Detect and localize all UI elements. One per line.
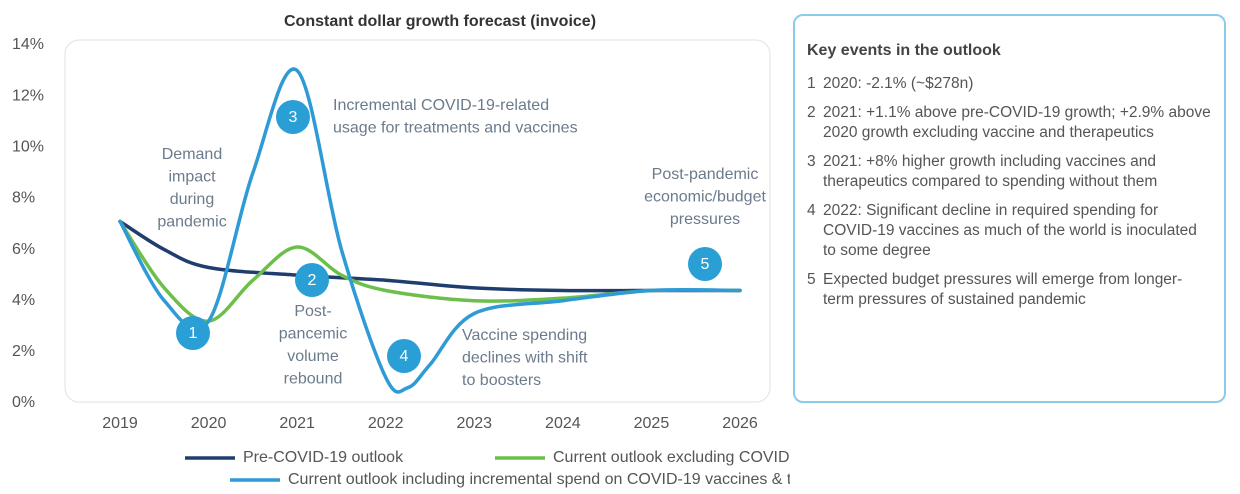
annotation-text: Incremental COVID-19-related	[333, 97, 549, 114]
y-tick-label: 12%	[12, 87, 44, 104]
panel-item-number: 1	[807, 75, 816, 92]
x-tick-label: 2026	[722, 415, 758, 432]
annotation-badge	[387, 339, 421, 373]
panel-item-number: 3	[807, 153, 816, 170]
y-tick-label: 4%	[12, 292, 35, 309]
y-tick-label: 14%	[12, 36, 44, 53]
annotation-text: impact	[168, 169, 216, 186]
chart: Constant dollar growth forecast (invoice…	[12, 13, 986, 488]
annotation-text: usage for treatments and vaccines	[333, 120, 578, 137]
annotation-number: 1	[189, 325, 198, 342]
annotation-number: 4	[400, 348, 409, 365]
annotation-text: to boosters	[462, 372, 541, 389]
x-tick-label: 2020	[191, 415, 227, 432]
annotation-number: 5	[701, 256, 710, 273]
panel-item-text: Expected budget pressures will emerge fr…	[823, 271, 1183, 308]
x-tick-label: 2024	[545, 415, 581, 432]
annotation-badge	[176, 316, 210, 350]
y-tick-label: 6%	[12, 241, 35, 258]
y-tick-label: 2%	[12, 343, 35, 360]
annotation-text: declines with shift	[462, 350, 588, 367]
x-tick-label: 2021	[279, 415, 315, 432]
annotation-text: Post-	[294, 303, 331, 320]
x-tick-label: 2023	[456, 415, 492, 432]
annotation-badge	[688, 247, 722, 281]
legend-label: Pre-COVID-19 outlook	[243, 449, 404, 466]
y-tick-label: 0%	[12, 394, 35, 411]
annotation-text: during	[170, 191, 214, 208]
panel-item-text: 2021: +1.1% above pre-COVID-19 growth; +…	[823, 104, 1211, 141]
panel-item: 1 2020: -2.1% (~$278n)	[807, 74, 1212, 94]
panel-item: 5 Expected budget pressures will emerge f…	[807, 270, 1212, 310]
panel-item-text: 2021: +8% higher growth including vaccin…	[823, 153, 1158, 190]
panel-item: 3 2021: +8% higher growth including vacci…	[807, 152, 1212, 192]
annotation-number: 2	[308, 272, 317, 289]
annotation-text: Post-pandemic	[652, 166, 759, 183]
y-tick-label: 10%	[12, 139, 44, 156]
panel-item-number: 4	[807, 202, 816, 219]
annotation-text: pancemic	[279, 326, 347, 343]
panel-item-number: 2	[807, 104, 816, 121]
x-tick-label: 2025	[634, 415, 670, 432]
x-tick-label: 2022	[368, 415, 404, 432]
annotation-text: economic/budget	[644, 189, 766, 206]
plot-frame	[64, 39, 771, 403]
annotation-text: pandemic	[157, 214, 226, 231]
series-line	[118, 67, 742, 394]
panel-item-text: 2022: Significant decline in required sp…	[823, 202, 1197, 259]
panel-item: 2 2021: +1.1% above pre-COVID-19 growth; …	[807, 103, 1212, 143]
annotation-text: Vaccine spending	[462, 327, 587, 344]
annotation-text: volume	[287, 348, 339, 365]
panel-title: Key events in the outlook	[807, 42, 1001, 59]
annotation-text: rebound	[284, 371, 343, 388]
panel-item: 4 2022: Significant decline in required s…	[807, 201, 1212, 261]
series-line	[118, 219, 742, 293]
annotation-badge	[295, 263, 329, 297]
annotation-number: 3	[289, 109, 298, 126]
annotation-badge	[276, 100, 310, 134]
key-events-panel: Key events in the outlook 1 2020: -2.1% (…	[793, 14, 1226, 403]
y-tick-label: 8%	[12, 190, 35, 207]
series-line	[118, 219, 742, 323]
chart-title: Constant dollar growth forecast (invoice…	[284, 13, 596, 30]
panel-item-number: 5	[807, 271, 816, 288]
annotation-text: Demand	[162, 146, 222, 163]
x-tick-label: 2019	[102, 415, 138, 432]
legend-label: Current outlook excluding COVID-19 vacci…	[553, 449, 790, 466]
annotation-text: pressures	[670, 211, 740, 228]
legend-label: Current outlook including incremental sp…	[288, 471, 790, 488]
panel-item-text: 2020: -2.1% (~$278n)	[823, 75, 974, 92]
